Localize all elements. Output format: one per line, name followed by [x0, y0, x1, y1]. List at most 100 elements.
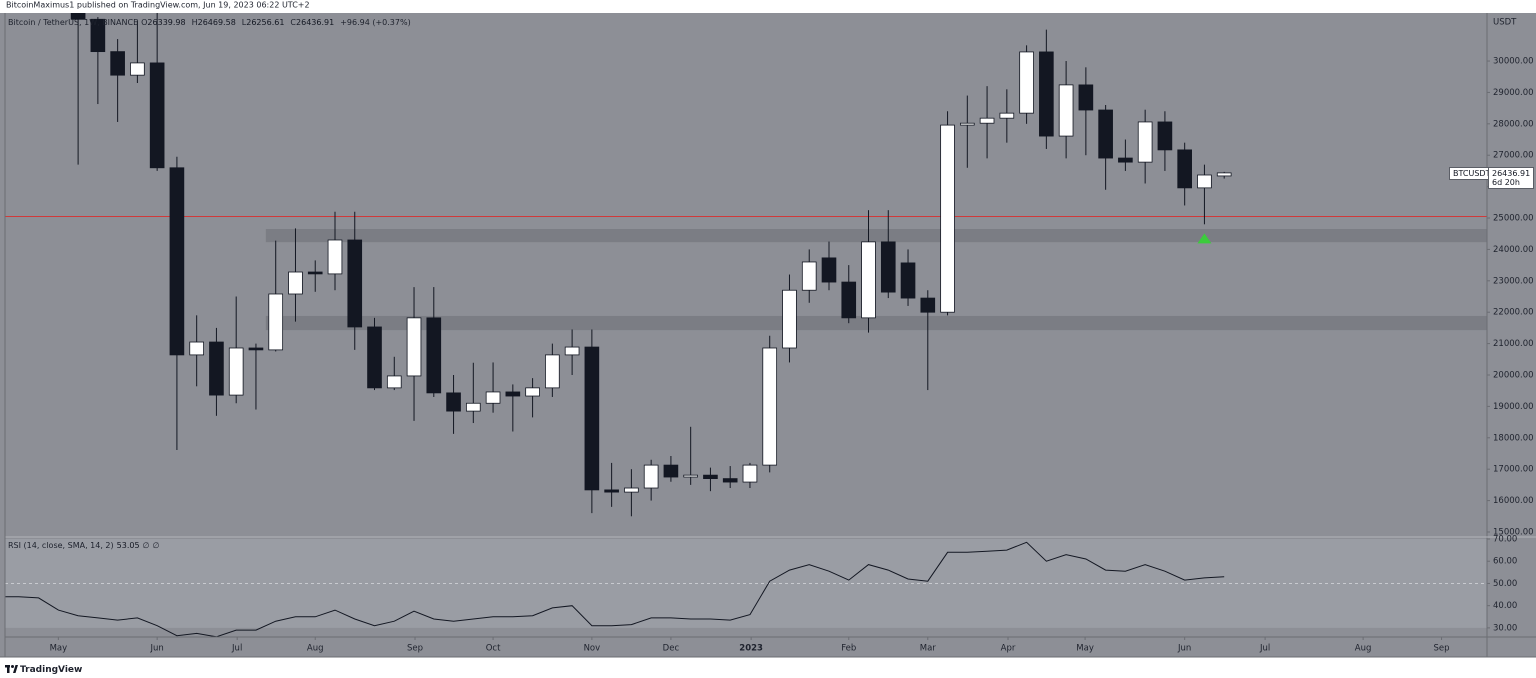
- x-tick-label: Jul: [1259, 644, 1270, 654]
- x-tick-label: Apr: [1001, 644, 1016, 654]
- candle-body: [465, 402, 481, 412]
- candle-body: [1216, 172, 1232, 177]
- x-tick-label: Jun: [150, 644, 164, 654]
- rsi-y-tick-label: 30.00: [1493, 623, 1517, 633]
- candle-body: [703, 474, 718, 480]
- ohlc-letter: C: [290, 18, 297, 27]
- candle-body: [999, 112, 1015, 119]
- axis-unit: USDT: [1493, 18, 1517, 28]
- candle-body: [821, 257, 837, 283]
- y-tick-label: 21000.00: [1493, 339, 1534, 349]
- candle-body: [110, 51, 125, 76]
- candle-body: [1137, 121, 1153, 163]
- countdown-row: 6d 20h: [1492, 178, 1530, 187]
- candle-body: [485, 391, 501, 404]
- candle-body: [1019, 51, 1034, 114]
- y-tick-label: 18000.00: [1493, 433, 1534, 443]
- y-tick-label: 24000.00: [1493, 245, 1534, 255]
- candle-body: [327, 239, 343, 275]
- candle-body: [169, 167, 185, 356]
- candle-body: [189, 341, 204, 356]
- candle-body: [722, 478, 738, 483]
- x-tick-label: Oct: [486, 644, 501, 654]
- x-tick-label: May: [50, 644, 68, 654]
- x-tick-label: May: [1076, 644, 1094, 654]
- symbol-title: Bitcoin / TetherUS, 1W, BINANCE: [8, 18, 139, 27]
- rsi-na: ∅: [142, 541, 150, 550]
- x-tick-label: Aug: [1355, 644, 1372, 654]
- y-tick-label: 20000.00: [1493, 370, 1534, 380]
- x-tick-label: Sep: [1434, 644, 1450, 654]
- x-tick-label: Feb: [841, 644, 856, 654]
- rsi-pane: [5, 539, 1487, 637]
- candle-body: [505, 391, 521, 397]
- candle-body: [663, 464, 679, 478]
- ohlc-letter: L: [241, 18, 247, 27]
- candle-body: [149, 62, 165, 169]
- rsi-title: RSI (14, close, SMA, 14, 2): [8, 541, 114, 550]
- support-zone: [265, 315, 1487, 331]
- symbol-legend: Bitcoin / TetherUS, 1W, BINANCE O26339.98…: [8, 18, 414, 28]
- ohlc-letter: O: [141, 18, 148, 27]
- publisher-header: BitcoinMaximus1 published on TradingView…: [6, 1, 310, 10]
- ohlc-item: H26469.58: [192, 18, 239, 27]
- candle-body: [841, 281, 857, 319]
- ohlc-letter: H: [191, 18, 198, 27]
- x-tick-label: Sep: [407, 644, 423, 654]
- candle-body: [248, 347, 264, 351]
- candle-body: [920, 297, 936, 313]
- candle-body: [643, 464, 659, 489]
- ohlc-value: 26256.61: [246, 18, 285, 27]
- support-zone: [265, 229, 1487, 243]
- y-tick-label: 28000.00: [1493, 119, 1534, 129]
- candle-body: [446, 392, 461, 412]
- last-price: 26436.91: [1492, 168, 1531, 178]
- candle-body: [1197, 174, 1212, 189]
- candle-body: [1118, 157, 1133, 163]
- y-tick-label: 23000.00: [1493, 276, 1534, 286]
- y-tick-label: 25000.00: [1493, 214, 1534, 224]
- rsi-line: [5, 541, 1225, 637]
- candle-body: [762, 347, 778, 466]
- rsi-y-tick-label: 60.00: [1493, 557, 1517, 567]
- candle-body: [1157, 121, 1173, 151]
- x-tick-label: Jun: [1177, 644, 1191, 654]
- ohlc-item: L26256.61: [242, 18, 288, 27]
- candle-body: [782, 289, 797, 349]
- y-tick-label: 15000.00: [1493, 527, 1534, 537]
- candle-body: [307, 271, 323, 275]
- candle-body: [900, 262, 916, 299]
- x-tick-label: 2023: [739, 644, 763, 654]
- symbol-name: BTCUSDT: [1453, 168, 1491, 178]
- y-tick-label: 19000.00: [1493, 402, 1534, 412]
- last-price-label: 26436.91 6d 20h: [1488, 166, 1535, 189]
- candle-body: [347, 239, 363, 328]
- candle-body: [624, 487, 639, 493]
- footer-background: [0, 658, 1536, 678]
- candle-body: [1058, 84, 1074, 137]
- candle-body: [288, 271, 303, 295]
- x-tick-label: Jul: [231, 644, 242, 654]
- y-tick-label: 27000.00: [1493, 151, 1534, 161]
- y-tick-label: 29000.00: [1493, 88, 1534, 98]
- y-tick-label: 17000.00: [1493, 465, 1534, 475]
- rsi-y-tick-label: 40.00: [1493, 601, 1517, 611]
- candle-body: [979, 117, 995, 124]
- candle-body: [406, 317, 422, 377]
- candle-body: [228, 347, 244, 396]
- y-tick-label: 30000.00: [1493, 57, 1534, 67]
- candle-body: [584, 346, 600, 491]
- rsi-value: 53.05: [116, 541, 140, 550]
- candle-body: [386, 375, 402, 389]
- candle-body: [683, 474, 698, 478]
- footer-brand: TradingView: [20, 665, 82, 675]
- ohlc-item: C26436.91: [290, 18, 337, 27]
- candle-body: [426, 317, 442, 394]
- candle-body: [1078, 84, 1094, 111]
- candle-body: [1039, 51, 1054, 137]
- rsi-na: ∅: [152, 541, 160, 550]
- candle-body: [1177, 149, 1192, 189]
- candle-body: [90, 18, 106, 53]
- last-price-row: 26436.91: [1492, 169, 1530, 178]
- bar-countdown: 6d 20h: [1492, 177, 1520, 187]
